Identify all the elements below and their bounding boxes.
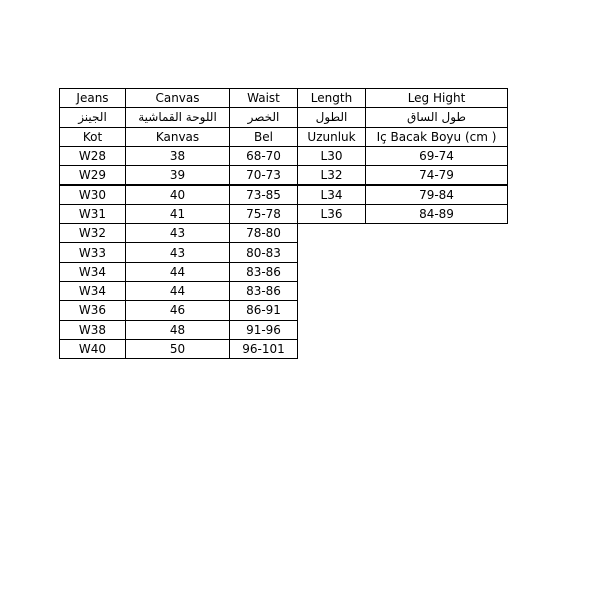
header-cell: اللوحة القماشية	[125, 107, 230, 128]
table-cell: 79-84	[365, 184, 508, 205]
table-cell: W32	[59, 223, 126, 244]
header-cell: Kot	[59, 126, 126, 147]
table-cell: 75-78	[229, 203, 298, 225]
table-cell: W38	[59, 319, 126, 340]
table-cell: W28	[59, 145, 126, 167]
table-cell: 78-80	[229, 223, 298, 244]
table-cell: 70-73	[229, 165, 298, 186]
table-cell: 83-86	[229, 261, 298, 282]
table-cell: 46	[125, 300, 230, 321]
table-cell: 84-89	[365, 203, 508, 225]
table-cell: 44	[125, 261, 230, 282]
table-cell: W36	[59, 300, 126, 321]
table-cell: 83-86	[229, 281, 298, 302]
table-cell: L32	[297, 165, 366, 186]
table-cell: 41	[125, 203, 230, 225]
header-cell: Canvas	[125, 88, 230, 109]
table-cell: 74-79	[365, 165, 508, 186]
table-cell: W29	[59, 165, 126, 186]
table-cell: W31	[59, 203, 126, 225]
table-cell: L34	[297, 184, 366, 205]
header-cell: طول الساق	[365, 107, 508, 128]
table-cell: W40	[59, 338, 126, 360]
table-cell: 50	[125, 338, 230, 360]
header-cell: Waist	[229, 88, 298, 109]
table-cell: L36	[297, 203, 366, 225]
header-cell: Iç Bacak Boyu (cm )	[365, 126, 508, 147]
table-cell: 44	[125, 281, 230, 302]
table-cell: 43	[125, 242, 230, 263]
table-cell: 43	[125, 223, 230, 244]
table-cell: W34	[59, 281, 126, 302]
table-cell: 39	[125, 165, 230, 186]
table-cell: 48	[125, 319, 230, 340]
table-cell: 69-74	[365, 145, 508, 167]
table-cell: 86-91	[229, 300, 298, 321]
header-cell: Length	[297, 88, 366, 109]
header-cell: الخصر	[229, 107, 298, 128]
table-cell: W33	[59, 242, 126, 263]
table-cell: W34	[59, 261, 126, 282]
header-cell: Leg Hight	[365, 88, 508, 109]
header-cell: Uzunluk	[297, 126, 366, 147]
table-cell: 96-101	[229, 338, 298, 360]
header-cell: Kanvas	[125, 126, 230, 147]
table-cell: 80-83	[229, 242, 298, 263]
header-cell: Jeans	[59, 88, 126, 109]
table-cell: L30	[297, 145, 366, 167]
table-cell: 68-70	[229, 145, 298, 167]
header-cell: الجينز	[59, 107, 126, 128]
table-cell: 73-85	[229, 184, 298, 205]
table-cell: W30	[59, 184, 126, 205]
header-cell: Bel	[229, 126, 298, 147]
header-cell: الطول	[297, 107, 366, 128]
table-cell: 40	[125, 184, 230, 205]
table-cell: 38	[125, 145, 230, 167]
table-cell: 91-96	[229, 319, 298, 340]
